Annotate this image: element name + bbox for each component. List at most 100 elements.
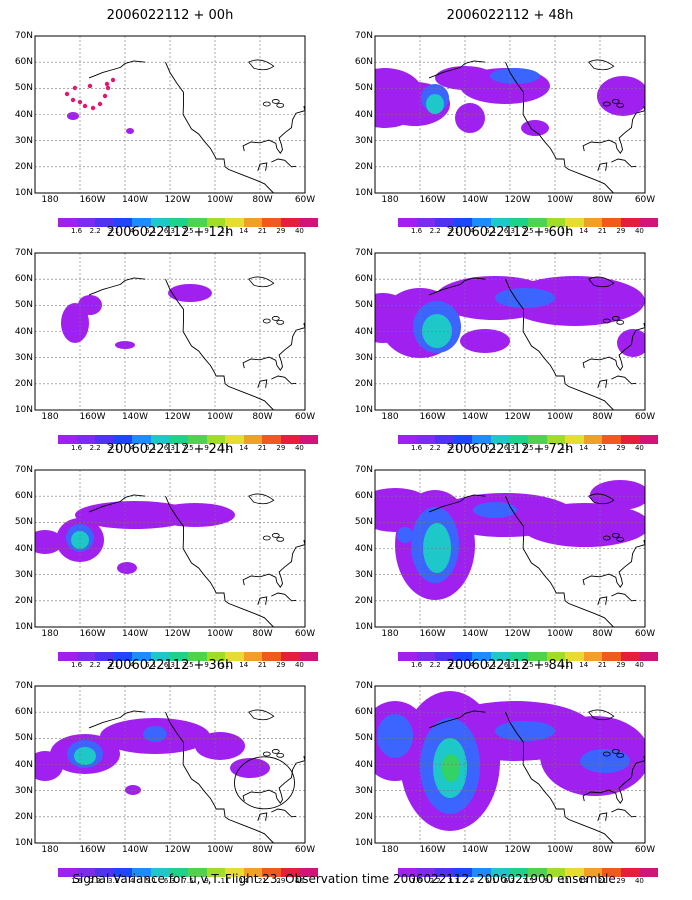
colorbar-swatch	[95, 868, 114, 877]
coastline	[242, 539, 305, 588]
latitude-label: 10N	[354, 188, 373, 198]
colorbar-tick-label: 9	[544, 227, 549, 235]
colorbar-tick-label: 2.2	[89, 227, 101, 235]
colorbar-swatch	[472, 652, 491, 661]
latitude-label: 60N	[14, 57, 33, 68]
latitude-label: 40N	[354, 109, 373, 120]
longitude-label: 120W	[504, 845, 531, 855]
colorbar-tick-label: 9	[544, 444, 549, 452]
latitude-label: 60N	[354, 274, 373, 285]
colorbar-tick-label: 9	[204, 444, 209, 452]
latitude-label: 20N	[354, 595, 373, 606]
colorbar-swatch	[299, 435, 319, 444]
colorbar-tick-label: 6.3	[163, 877, 175, 885]
colorbar-swatch	[206, 868, 226, 877]
colorbar-swatch	[509, 868, 529, 877]
colorbar-swatch	[565, 218, 584, 227]
colorbar-tick-label: 11	[220, 227, 230, 235]
colorbar-swatch	[546, 652, 566, 661]
longitude-label: 60W	[294, 412, 316, 422]
colorbar-swatch	[225, 435, 244, 444]
colorbar-swatch	[528, 868, 547, 877]
colorbar-tick-label: 7.5	[522, 227, 534, 235]
coastline	[428, 60, 486, 79]
colorbar-tick-label: 4	[470, 877, 475, 885]
colorbar-tick-label: 1.6	[70, 227, 83, 235]
colorbar-swatch	[509, 435, 529, 444]
longitude-label: 160W	[419, 195, 446, 205]
colorbar-tick-label: 7.5	[522, 444, 534, 452]
latitude-label: 40N	[14, 109, 33, 120]
latitude-label: 40N	[354, 759, 373, 770]
latitude-label: 50N	[14, 83, 33, 94]
colorbar-tick-label: 11	[220, 877, 230, 885]
longitude-label: 120W	[504, 629, 531, 639]
longitude-label: 140W	[461, 845, 489, 855]
colorbar-tick-label: 7.5	[182, 877, 194, 885]
variance-shading	[117, 562, 137, 574]
colorbar-tick-label: 1.6	[70, 444, 83, 452]
colorbar-tick-label: 40	[294, 877, 304, 885]
variance-shading	[126, 128, 134, 134]
map-plot	[374, 35, 646, 194]
latitude-label: 10N	[14, 838, 33, 848]
colorbar	[398, 218, 659, 227]
colorbar-tick-label: 3.1	[448, 444, 460, 452]
colorbar-swatch	[58, 652, 77, 661]
colorbar-swatch	[58, 868, 77, 877]
colorbar-tick-label: 4	[130, 444, 135, 452]
variance-shading	[125, 785, 141, 795]
panel-title: 2006022112 + 00h	[106, 8, 234, 23]
latitude-label: 40N	[354, 326, 373, 337]
colorbar-swatch	[206, 652, 226, 661]
latitude-label: 60N	[354, 707, 373, 718]
latitude-label: 60N	[354, 57, 373, 68]
colorbar-tick-label: 14	[239, 877, 249, 885]
panel-title: 2006022112 + 72h	[446, 442, 574, 457]
colorbar-swatch	[169, 652, 189, 661]
figure-caption: Signal Variance for u,v,T. Flight 23. Ob…	[72, 872, 620, 886]
colorbar-swatch	[299, 652, 319, 661]
latitude-label: 20N	[354, 811, 373, 822]
coastline	[597, 162, 608, 171]
colorbar-tick-label: 14	[579, 661, 589, 669]
longitude-label: 160W	[419, 629, 446, 639]
variance-shading	[74, 747, 96, 765]
colorbar-labels: 1.6 2.2 3.1 4 5.1 6.3 7.5 9 11 14 21 29 40	[58, 661, 318, 670]
colorbar-swatch	[225, 652, 244, 661]
colorbar-swatch	[280, 868, 300, 877]
longitude-label: 120W	[164, 195, 191, 205]
coastline	[582, 105, 645, 154]
variance-shading	[35, 530, 63, 554]
colorbar-swatch	[435, 218, 454, 227]
longitude-label: 140W	[121, 845, 149, 855]
latitude-label: 30N	[354, 352, 373, 363]
colorbar-swatch	[206, 435, 226, 444]
colorbar-tick-label: 9	[544, 877, 549, 885]
colorbar-tick-label: 4	[130, 227, 135, 235]
longitude-label: 180	[41, 845, 59, 855]
longitude-label: 60W	[294, 629, 316, 639]
latitude-label: 70N	[14, 31, 33, 41]
panel-title: 2006022112 + 48h	[446, 8, 574, 23]
longitude-label: 100W	[206, 195, 234, 205]
coastline	[271, 375, 297, 385]
variance-shading	[61, 303, 89, 343]
latitude-label: 20N	[354, 378, 373, 389]
longitude-label: 120W	[504, 195, 531, 205]
colorbar-tick-label: 29	[616, 227, 626, 235]
coastline	[248, 276, 275, 288]
colorbar-tick-label: 5.1	[145, 227, 157, 235]
colorbar-tick-label: 4	[130, 877, 135, 885]
colorbar-swatch	[299, 868, 319, 877]
colorbar-swatch	[132, 218, 151, 227]
coastline	[428, 277, 486, 296]
colorbar-labels: 1.6 2.2 3.1 4 5.1 6.3 7.5 9 11 14 21 29 40	[398, 661, 658, 670]
colorbar-tick-label: 40	[294, 444, 304, 452]
colorbar-swatch	[169, 218, 189, 227]
latitude-label: 20N	[14, 595, 33, 606]
coastline	[505, 712, 614, 843]
latitude-label: 70N	[354, 681, 373, 691]
map-plot	[34, 35, 306, 194]
variance-shading	[195, 732, 245, 760]
